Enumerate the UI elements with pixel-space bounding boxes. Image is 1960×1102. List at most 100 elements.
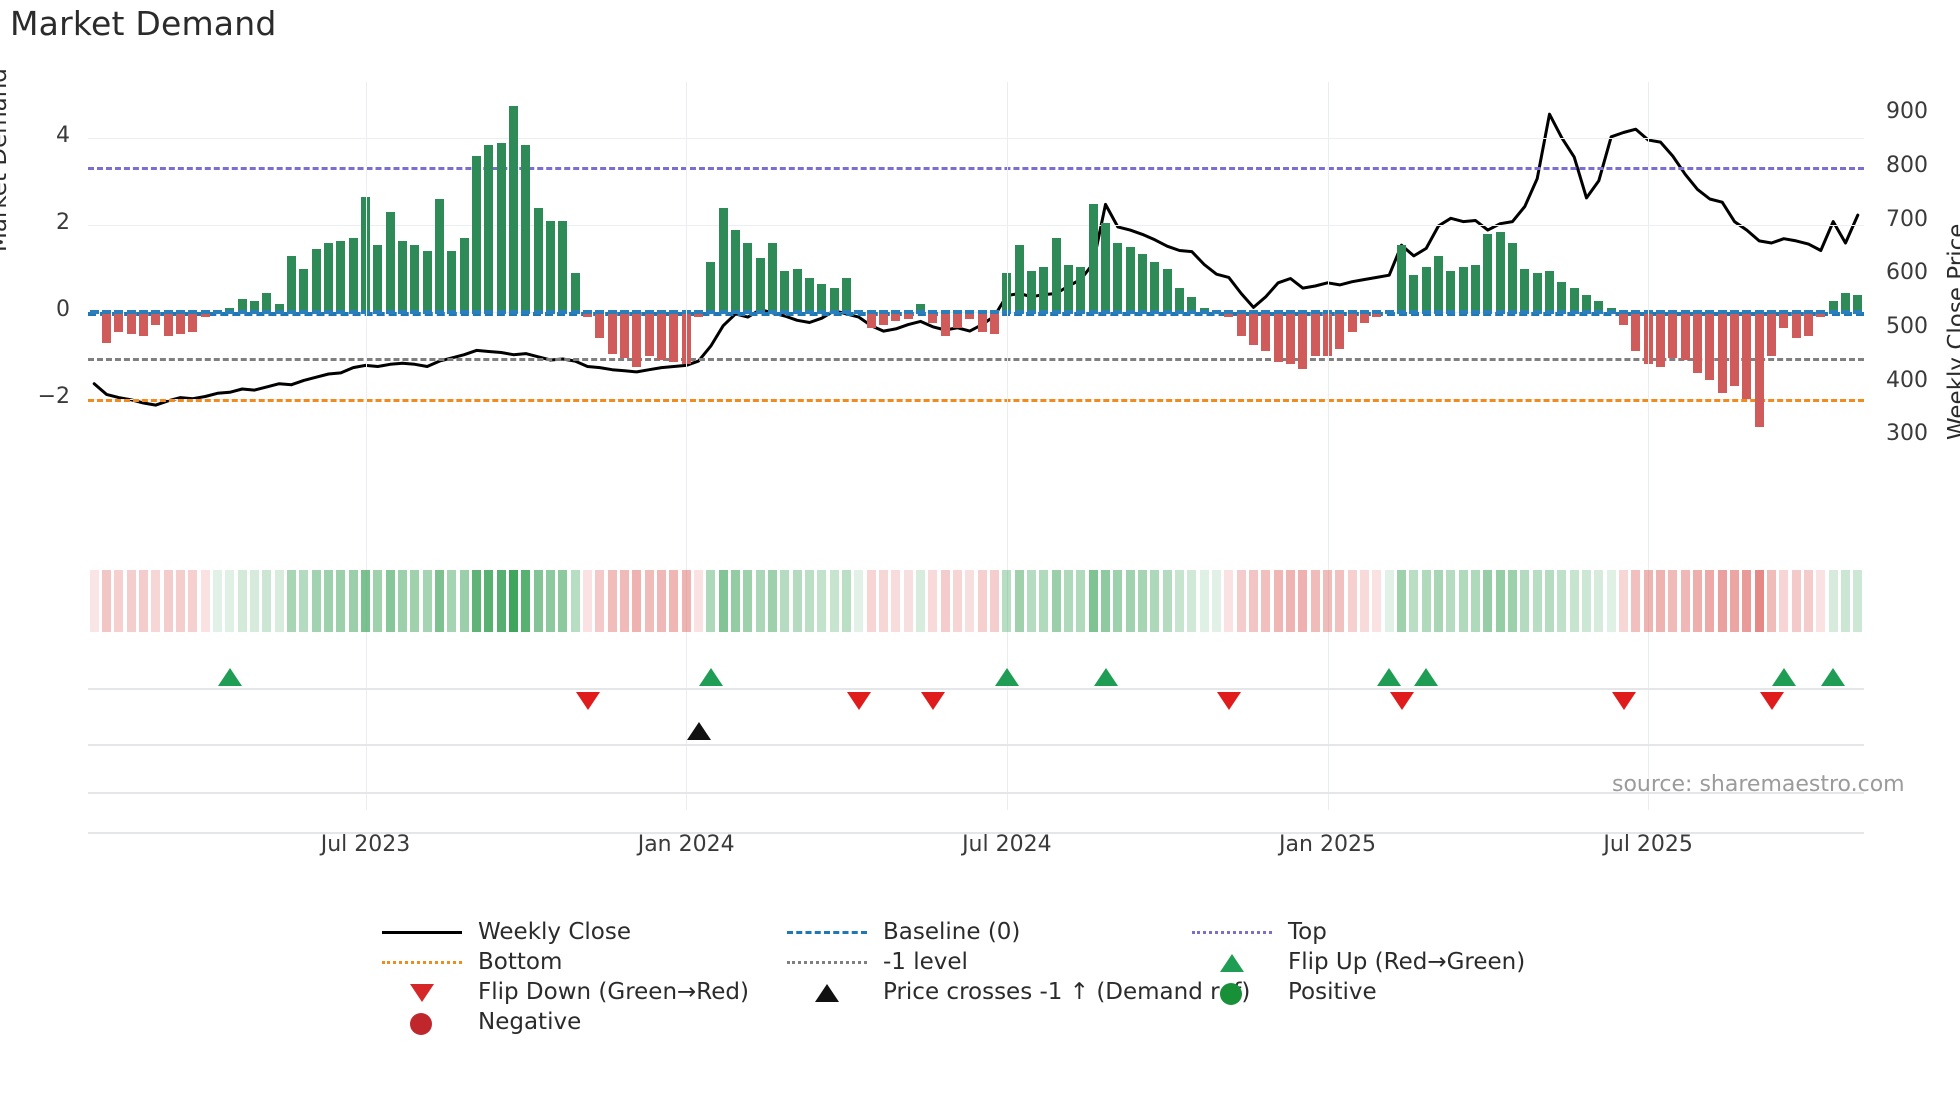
heat-cell — [570, 570, 580, 632]
line-solid-black-icon — [380, 919, 464, 945]
heat-cell — [447, 570, 457, 632]
demand-bar — [102, 312, 111, 343]
heat-cell — [533, 570, 543, 632]
baseline-cap — [1175, 310, 1184, 315]
flip-down-marker[interactable] — [1216, 692, 1241, 710]
baseline-cap — [1212, 310, 1221, 315]
heat-cell — [1039, 570, 1049, 632]
legend-item[interactable]: Flip Up (Red→Green) — [1190, 948, 1525, 976]
baseline-cap — [225, 310, 235, 315]
legend-item[interactable]: Weekly Close — [380, 918, 631, 946]
baseline-cap — [607, 310, 617, 315]
baseline-cap — [1619, 310, 1628, 315]
heat-cell — [1606, 570, 1616, 632]
baseline-cap — [866, 310, 876, 315]
heat-cell — [213, 570, 222, 632]
demand-bar — [1409, 275, 1419, 313]
demand-bar — [1138, 253, 1147, 313]
heat-cell — [706, 570, 716, 632]
baseline-cap — [250, 310, 259, 315]
demand-bar — [1508, 242, 1517, 313]
baseline-cap — [1841, 310, 1850, 315]
legend-item[interactable]: Flip Down (Green→Red) — [380, 978, 749, 1006]
heat-cell — [928, 570, 938, 632]
flip-down-marker[interactable] — [1611, 692, 1636, 710]
baseline-cap — [299, 310, 309, 315]
flip-down-marker[interactable] — [846, 692, 871, 710]
demand-bar — [632, 312, 642, 367]
baseline-cap — [102, 310, 111, 315]
legend-item[interactable]: Price crosses -1 ↑ (Demand ref) — [785, 978, 1250, 1006]
heat-cell — [1804, 570, 1813, 632]
demand-bar — [1064, 264, 1073, 313]
line-dotted-purple-glyph — [1192, 931, 1272, 934]
flip-up-marker[interactable] — [1377, 668, 1402, 686]
demand-bar — [1335, 312, 1345, 350]
baseline-cap — [1360, 310, 1369, 315]
baseline-cap — [311, 310, 321, 315]
demand-bar — [1680, 312, 1690, 361]
heat-cell — [731, 570, 740, 632]
legend-item[interactable]: Baseline (0) — [785, 918, 1020, 946]
heat-cell — [1668, 570, 1678, 632]
flip-up-marker[interactable] — [1821, 668, 1846, 686]
flip-down-marker[interactable] — [575, 692, 600, 710]
marker-row-line — [88, 744, 1864, 746]
heat-cell — [1483, 570, 1493, 632]
baseline-cap — [1101, 310, 1110, 315]
flip-down-marker[interactable] — [920, 692, 945, 710]
legend-label: Negative — [478, 1009, 582, 1035]
heat-cell — [1199, 570, 1209, 632]
flip-down-marker[interactable] — [1759, 692, 1784, 710]
flip-down-marker[interactable] — [1389, 692, 1414, 710]
demand-bar — [1619, 312, 1628, 326]
demand-bar — [1483, 234, 1493, 313]
baseline-cap — [1853, 310, 1863, 315]
x-gridline — [365, 82, 367, 810]
demand-bar — [780, 271, 790, 313]
baseline-cap — [1471, 310, 1480, 315]
x-gridline — [1006, 82, 1008, 810]
legend-item[interactable]: Negative — [380, 1008, 581, 1036]
legend-item[interactable]: Positive — [1190, 978, 1377, 1006]
heat-cell — [768, 570, 777, 632]
flip-up-marker[interactable] — [1771, 668, 1796, 686]
demand-bar — [1027, 271, 1036, 313]
legend-item[interactable]: Top — [1190, 918, 1327, 946]
x-gridline — [1648, 82, 1650, 810]
heat-cell — [1150, 570, 1160, 632]
baseline-cap — [410, 310, 420, 315]
flip-up-marker[interactable] — [698, 668, 723, 686]
baseline-cap — [509, 310, 518, 315]
baseline-cap — [1138, 310, 1147, 315]
price-cross-minus1-marker[interactable] — [686, 722, 711, 740]
flip-up-marker[interactable] — [1414, 668, 1439, 686]
heat-cell — [1372, 570, 1382, 632]
flip-up-marker[interactable] — [1093, 668, 1118, 686]
y-tick-right: 700 — [1886, 206, 1928, 232]
baseline-cap — [1483, 310, 1493, 315]
demand-bar — [1471, 264, 1480, 313]
flip-up-marker[interactable] — [217, 668, 242, 686]
heat-cell — [1730, 570, 1739, 632]
triangle-up-black-glyph — [815, 984, 839, 1002]
demand-bar — [718, 208, 728, 313]
heat-cell — [1113, 570, 1123, 632]
x-gridline — [686, 82, 688, 810]
heat-cell — [163, 570, 173, 632]
flip-up-marker[interactable] — [994, 668, 1019, 686]
legend-item[interactable]: Bottom — [380, 948, 562, 976]
legend-item[interactable]: -1 level — [785, 948, 968, 976]
circle-red-icon — [380, 1009, 464, 1035]
baseline-cap — [1508, 310, 1517, 315]
demand-bar — [521, 145, 531, 313]
demand-bar — [657, 312, 666, 361]
legend-label: Price crosses -1 ↑ (Demand ref) — [883, 979, 1251, 1005]
demand-bar — [1310, 312, 1320, 356]
heat-cell — [829, 570, 839, 632]
demand-bar — [274, 303, 284, 313]
line-dotted-grey-glyph — [787, 961, 867, 964]
baseline-cap — [1421, 310, 1431, 315]
heat-cell — [620, 570, 629, 632]
heat-cell — [1310, 570, 1320, 632]
